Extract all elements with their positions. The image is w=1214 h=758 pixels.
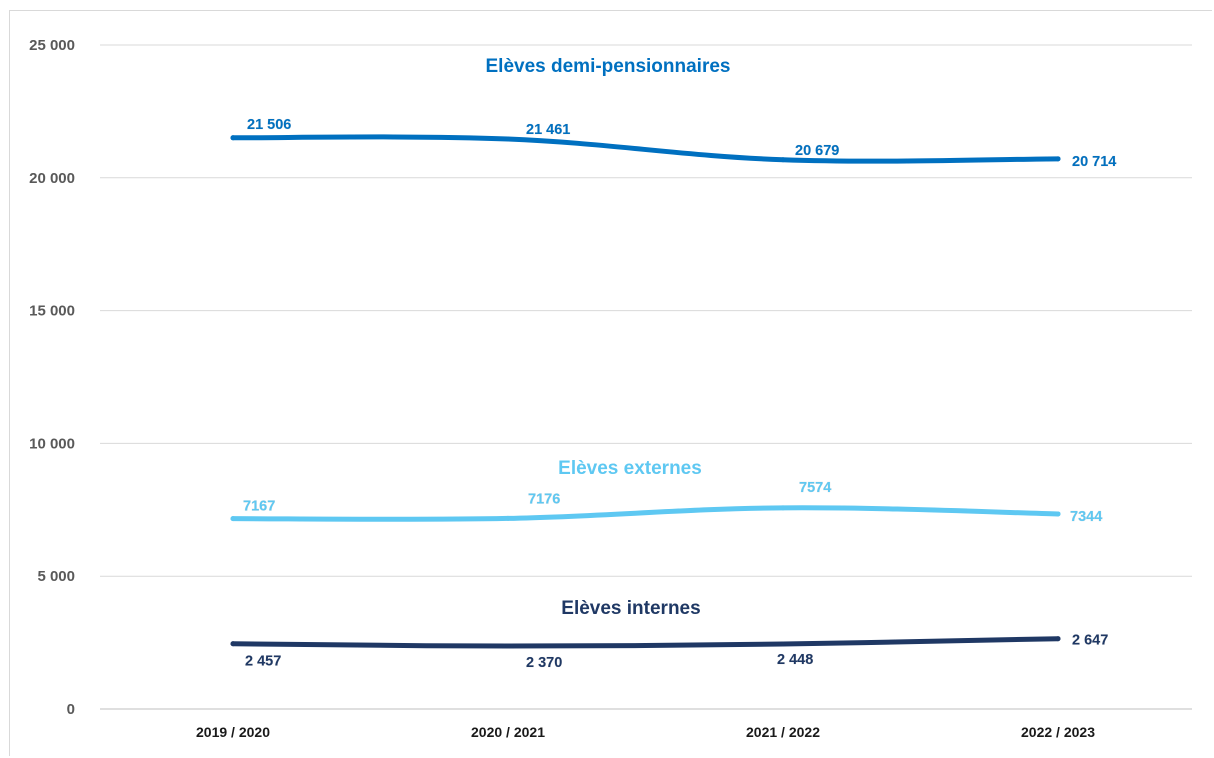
x-tick-label: 2020 / 2021 bbox=[471, 724, 545, 740]
series-name-label: Elèves demi-pensionnaires bbox=[486, 56, 731, 77]
series-line bbox=[230, 505, 1061, 522]
data-label: 2 448 bbox=[777, 652, 813, 668]
chart-frame bbox=[9, 10, 1212, 756]
data-point bbox=[780, 641, 786, 647]
data-label: 2 457 bbox=[245, 654, 281, 670]
series-name-label: Elèves internes bbox=[561, 598, 700, 619]
x-tick-label: 2019 / 2020 bbox=[196, 724, 270, 740]
series-line bbox=[230, 134, 1061, 164]
series-name-label: Elèves externes bbox=[558, 458, 702, 479]
y-tick-label: 5 000 bbox=[37, 568, 75, 585]
data-label: 7344 bbox=[1070, 509, 1102, 525]
y-tick-label: 20 000 bbox=[29, 170, 75, 187]
data-point bbox=[505, 515, 511, 521]
data-point bbox=[780, 505, 786, 511]
data-label: 7176 bbox=[528, 491, 560, 507]
data-point bbox=[230, 135, 236, 141]
data-label: 20 714 bbox=[1072, 154, 1116, 170]
data-label: 2 370 bbox=[526, 655, 562, 671]
data-point bbox=[230, 516, 236, 522]
data-point bbox=[505, 136, 511, 142]
data-point bbox=[230, 641, 236, 647]
y-tick-label: 25 000 bbox=[29, 37, 75, 54]
data-point bbox=[1055, 636, 1061, 642]
data-point bbox=[1055, 511, 1061, 517]
x-tick-label: 2021 / 2022 bbox=[746, 724, 820, 740]
data-label: 7574 bbox=[799, 480, 831, 496]
data-point bbox=[505, 643, 511, 649]
x-tick-label: 2022 / 2023 bbox=[1021, 724, 1095, 740]
y-tick-label: 0 bbox=[67, 701, 75, 718]
data-point bbox=[1055, 156, 1061, 162]
data-label: 20 679 bbox=[795, 143, 839, 159]
y-tick-label: 15 000 bbox=[29, 303, 75, 320]
series-line bbox=[230, 636, 1061, 649]
data-label: 21 506 bbox=[247, 117, 291, 133]
data-label: 2 647 bbox=[1072, 633, 1108, 649]
data-point bbox=[780, 157, 786, 163]
y-tick-label: 10 000 bbox=[29, 435, 75, 452]
data-label: 7167 bbox=[243, 499, 275, 515]
data-label: 21 461 bbox=[526, 122, 570, 138]
